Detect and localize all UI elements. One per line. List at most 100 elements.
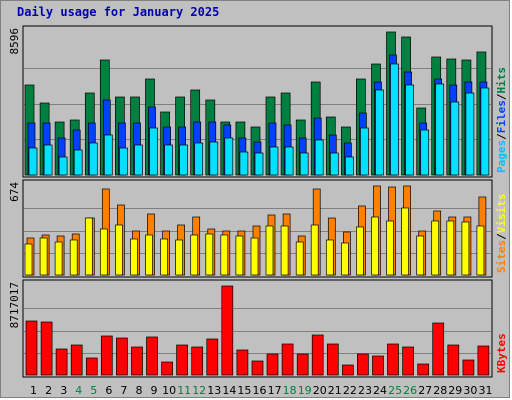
x-tick-label-day-5: 5 <box>90 384 97 397</box>
bar-kbytes-day-27 <box>417 363 430 376</box>
x-tick-label-day-28: 28 <box>433 384 447 397</box>
x-tick-label-day-31: 31 <box>479 384 493 397</box>
x-tick-label-day-12: 12 <box>192 384 206 397</box>
bar-kbytes-day-12 <box>191 346 204 376</box>
bar-kbytes-day-8 <box>131 346 143 376</box>
bar-sites-day-2 <box>39 237 48 276</box>
bar-kbytes-day-14 <box>221 285 234 376</box>
bar-pages-day-16 <box>254 152 264 176</box>
bar-kbytes-day-4 <box>70 344 83 376</box>
x-tick-label-day-13: 13 <box>207 384 221 397</box>
x-tick-label-day-18: 18 <box>283 384 297 397</box>
bar-sites-day-20 <box>310 224 319 276</box>
x-tick-label-day-14: 14 <box>222 384 236 397</box>
chart-title: Daily usage for January 2025 <box>17 5 220 19</box>
bar-pages-day-25 <box>390 63 399 176</box>
x-tick-label-day-15: 15 <box>237 384 251 397</box>
bar-pages-day-24 <box>375 89 384 176</box>
bar-kbytes-day-16 <box>251 360 264 376</box>
bar-sites-day-31 <box>476 225 485 276</box>
bar-sites-day-26 <box>401 207 409 276</box>
bar-pages-day-19 <box>299 152 309 176</box>
bar-sites-day-11 <box>175 239 183 276</box>
x-tick-label-day-3: 3 <box>60 384 67 397</box>
bar-kbytes-day-23 <box>357 353 369 376</box>
bar-kbytes-day-20 <box>311 334 324 376</box>
bar-pages-day-30 <box>465 92 475 176</box>
bar-pages-day-7 <box>119 147 128 176</box>
bar-kbytes-day-28 <box>432 322 445 376</box>
x-tick-label-day-24: 24 <box>373 384 387 397</box>
bar-kbytes-day-15 <box>236 349 249 376</box>
x-tick-label-day-6: 6 <box>105 384 112 397</box>
x-tick-label-day-21: 21 <box>328 384 342 397</box>
bar-sites-day-27 <box>416 235 425 276</box>
bar-pages-day-31 <box>480 87 490 176</box>
legend-entry: Hits <box>495 67 508 94</box>
bar-pages-day-9 <box>149 127 158 176</box>
y-max-label-hits-files-pages: 8596 <box>8 28 21 55</box>
bar-sites-day-15 <box>235 235 244 276</box>
bar-pages-day-17 <box>269 146 279 176</box>
bar-sites-day-30 <box>461 221 470 276</box>
legend-hits-files-pages: Pages/Files/Hits <box>495 67 508 173</box>
bar-pages-day-26 <box>405 84 414 176</box>
x-tick-label-day-27: 27 <box>418 384 432 397</box>
bar-sites-day-12 <box>190 234 199 276</box>
x-tick-label-day-29: 29 <box>448 384 462 397</box>
x-tick-label-day-25: 25 <box>388 384 402 397</box>
x-tick-label-day-4: 4 <box>75 384 82 397</box>
bar-sites-day-24 <box>371 216 379 276</box>
legend-kbytes: KBytes <box>495 333 508 373</box>
bar-kbytes-day-17 <box>266 353 279 376</box>
x-tick-label-day-1: 1 <box>30 384 37 397</box>
bar-pages-day-13 <box>209 141 219 176</box>
bar-kbytes-day-3 <box>55 348 68 376</box>
y-max-label-visits-sites: 674 <box>8 182 21 202</box>
x-tick-label-day-22: 22 <box>343 384 357 397</box>
bar-kbytes-day-7 <box>116 337 128 376</box>
bar-sites-day-6 <box>99 228 108 276</box>
bar-kbytes-day-31 <box>477 345 490 376</box>
legend-entry: / <box>495 93 508 100</box>
bar-kbytes-day-30 <box>462 359 475 376</box>
x-tick-label-day-30: 30 <box>463 384 477 397</box>
bar-pages-day-18 <box>284 146 294 176</box>
legend-entry: / <box>495 133 508 140</box>
bar-kbytes-day-2 <box>40 321 53 376</box>
bar-sites-day-21 <box>325 239 334 276</box>
x-tick-label-day-2: 2 <box>45 384 52 397</box>
bar-pages-day-2 <box>43 144 53 176</box>
x-tick-label-day-19: 19 <box>298 384 312 397</box>
bar-pages-day-23 <box>360 127 369 176</box>
bar-sites-day-25 <box>386 220 394 276</box>
x-tick-label-day-16: 16 <box>253 384 267 397</box>
bar-sites-day-5 <box>84 217 93 276</box>
bar-pages-day-20 <box>314 139 324 176</box>
legend-visits-sites: Sites/Visits <box>495 194 508 274</box>
bar-kbytes-day-22 <box>342 364 354 376</box>
bar-pages-day-21 <box>329 152 339 176</box>
bar-kbytes-day-26 <box>402 346 414 376</box>
bar-sites-day-19 <box>295 241 304 276</box>
bar-kbytes-day-6 <box>100 335 113 376</box>
x-tick-label-day-26: 26 <box>403 384 417 397</box>
bar-sites-day-8 <box>130 238 138 276</box>
bar-sites-day-23 <box>356 226 364 276</box>
bar-sites-day-14 <box>220 234 229 276</box>
bar-kbytes-day-10 <box>161 361 173 376</box>
bar-kbytes-day-18 <box>281 343 294 376</box>
bar-sites-day-28 <box>431 220 440 276</box>
bar-pages-day-6 <box>103 134 113 176</box>
bar-pages-day-12 <box>194 142 204 176</box>
bar-kbytes-day-11 <box>176 344 188 376</box>
bar-pages-day-14 <box>224 137 234 176</box>
legend-entry: / <box>495 233 508 240</box>
bar-kbytes-day-29 <box>447 344 460 376</box>
bar-pages-day-22 <box>345 156 354 176</box>
bar-kbytes-day-9 <box>146 336 158 376</box>
legend-entry: KBytes <box>495 333 508 373</box>
x-tick-label-day-17: 17 <box>268 384 282 397</box>
legend-entry: Sites <box>495 240 508 273</box>
